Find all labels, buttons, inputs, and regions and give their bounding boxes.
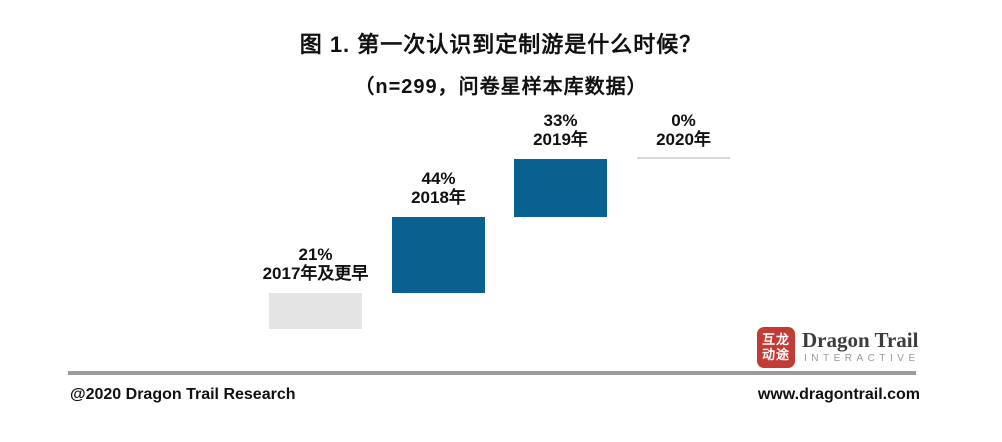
logo-tagline: INTERACTIVE <box>804 353 920 364</box>
bar-2017年及更早 <box>269 292 362 329</box>
footer-website-url: www.dragontrail.com <box>757 386 920 403</box>
chart-title: 图 1. 第一次认识到定制游是什么时候？ <box>299 32 703 57</box>
bar-2019年 <box>514 159 607 217</box>
bar-category-label: 2020年 <box>656 130 711 150</box>
bar-category-label: 2017年及更早 <box>262 263 369 283</box>
bar-category-label: 2018年 <box>411 187 466 207</box>
bar-value-label: 44% <box>421 168 456 188</box>
chart-subtitle: （n=299，问卷星样本库数据） <box>354 76 648 98</box>
bar-2018年 <box>392 216 485 293</box>
seal-characters-row2: 动途 <box>761 347 790 362</box>
bar-label-2018年: 44% 2018年 <box>349 169 529 207</box>
bar-label-2019年: 33% 2019年 <box>471 111 651 149</box>
zero-value-line-2020年 <box>637 157 730 160</box>
bar-value-label: 21% <box>298 244 333 264</box>
seal-characters-row1: 互龙 <box>761 332 790 347</box>
bar-label-2020年: 0% 2020年 <box>594 111 774 149</box>
bar-value-label: 0% <box>671 111 696 131</box>
bar-value-label: 33% <box>543 111 578 131</box>
dragon-trail-logo: 互龙 动途 Dragon Trail INTERACTIVE <box>757 326 927 370</box>
dragon-trail-seal-icon: 互龙 动途 <box>757 327 795 368</box>
bar-category-label: 2019年 <box>533 130 588 150</box>
footer-copyright: @2020 Dragon Trail Research <box>70 386 296 403</box>
bar-label-2017年及更早: 21% 2017年及更早 <box>226 245 406 283</box>
waterfall-bar-chart: 21% 2017年及更早 44% 2018年 33% 2019年 0% 2020年 <box>226 111 774 329</box>
logo-brand-name: Dragon Trail <box>802 328 919 352</box>
footer-divider <box>68 371 916 375</box>
